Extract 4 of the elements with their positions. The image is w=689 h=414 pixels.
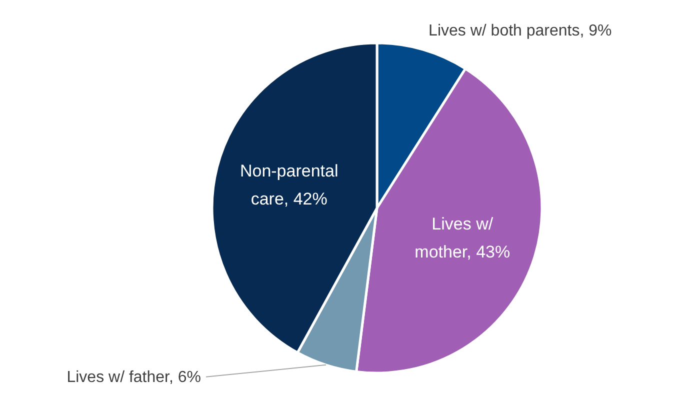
slice-label: Lives w/ mother, 43%: [414, 214, 510, 262]
slice-label: Lives w/ both parents, 9%: [428, 22, 612, 40]
slice-label: Lives w/ father, 6%: [66, 368, 202, 386]
slice-label: Non-parental care, 42%: [240, 161, 338, 208]
